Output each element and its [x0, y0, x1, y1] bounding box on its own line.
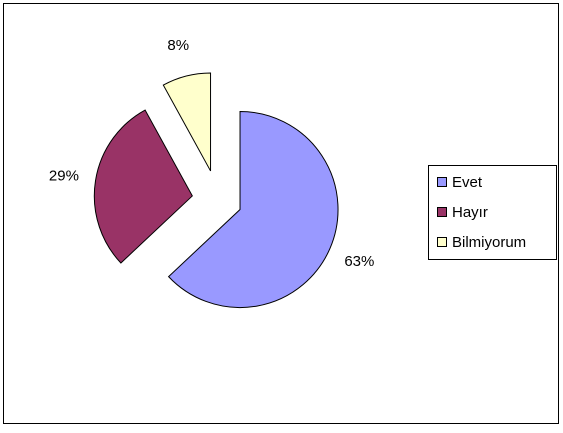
legend-box: [428, 165, 557, 260]
legend-label-evet: Evet: [452, 174, 483, 191]
pie-slices: [93, 72, 339, 309]
pie-data-labels: 63% 29% 8%: [49, 37, 374, 270]
pie-slice-evet: [167, 111, 339, 309]
pie-slice-bilmiyorum: [162, 72, 212, 172]
data-label-bilmiyorum: 8%: [167, 37, 189, 54]
legend-label-bilmiyorum: Bilmiyorum: [452, 234, 526, 251]
legend-swatch-bilmiyorum: [437, 237, 447, 247]
pie-slice-hayir: [93, 109, 193, 264]
data-label-hayir: 29%: [49, 168, 79, 185]
legend-swatch-hayir: [437, 207, 447, 217]
legend: Evet Hayır Bilmiyorum: [428, 165, 557, 260]
legend-swatch-evet: [437, 177, 447, 187]
legend-label-hayir: Hayır: [452, 204, 488, 221]
data-label-evet: 63%: [344, 253, 374, 270]
